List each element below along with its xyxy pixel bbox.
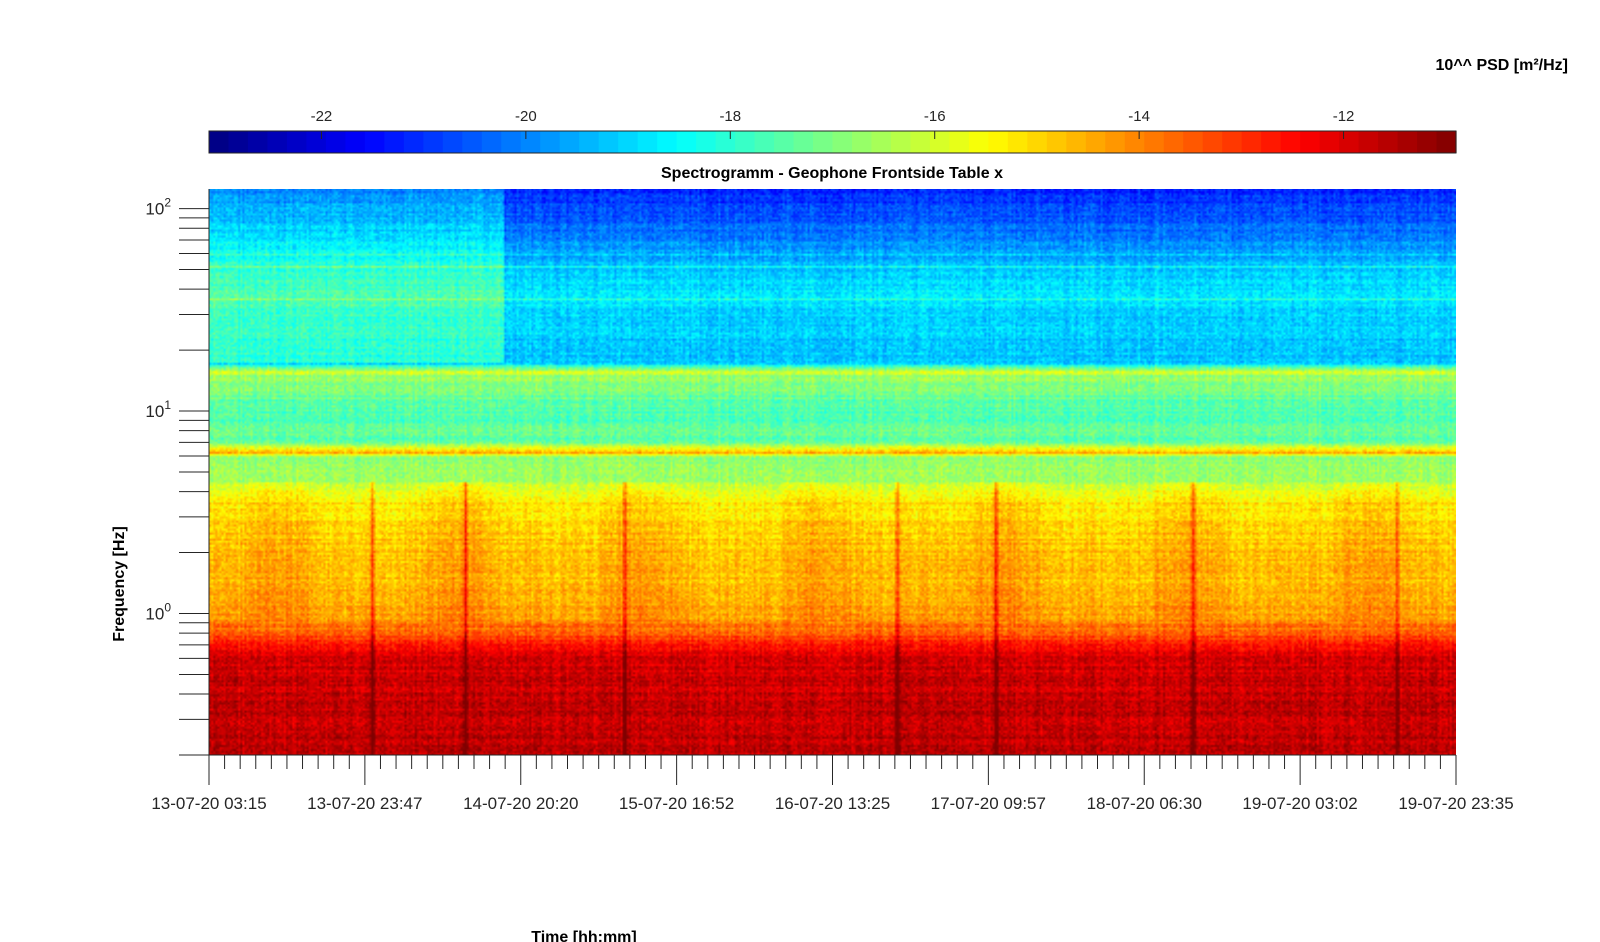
x-tick-label: 18-07-20 06:30: [1087, 794, 1202, 813]
colorbar-segment: [910, 131, 931, 153]
colorbar-segment: [832, 131, 853, 153]
colorbar-segment: [1085, 131, 1106, 153]
colorbar-ticks: -22 -20 -18 -16 -14 -12: [311, 108, 1355, 139]
colorbar-tick-label: -16: [924, 108, 946, 125]
colorbar-segment: [754, 131, 775, 153]
colorbar-segment: [871, 131, 892, 153]
colorbar-segment: [1183, 131, 1204, 153]
colorbar-tick-label: -12: [1333, 108, 1355, 125]
colorbar-segment: [423, 131, 444, 153]
colorbar-segment: [228, 131, 249, 153]
colorbar-segment: [1144, 131, 1165, 153]
chart-title: Spectrogramm - Geophone Frontside Table …: [661, 165, 1003, 182]
x-tick-label: 19-07-20 23:35: [1398, 794, 1513, 813]
colorbar-segment: [384, 131, 405, 153]
colorbar-segment: [637, 131, 658, 153]
colorbar-segment: [540, 131, 561, 153]
colorbar: [208, 130, 1457, 154]
colorbar-segment: [403, 131, 424, 153]
colorbar-segment: [1007, 131, 1028, 153]
x-tick-label: 16-07-20 13:25: [775, 794, 890, 813]
colorbar-segment: [735, 131, 756, 153]
colorbar-frame: [208, 130, 1457, 154]
x-tick-label: 14-07-20 20:20: [463, 794, 578, 813]
colorbar-segment: [598, 131, 619, 153]
colorbar-segment: [1397, 131, 1418, 153]
colorbar-segment: [267, 131, 288, 153]
colorbar-segment: [1417, 131, 1438, 153]
colorbar-segment: [481, 131, 502, 153]
colorbar-segment: [306, 131, 327, 153]
y-tick-label: 102: [145, 196, 171, 219]
colorbar-segment: [462, 131, 483, 153]
colorbar-segment: [501, 131, 522, 153]
heatmap: [209, 189, 1456, 755]
colorbar-segment: [1222, 131, 1243, 153]
colorbar-segment: [1261, 131, 1282, 153]
colorbar-segment: [774, 131, 795, 153]
y-tick-label: 101: [145, 398, 171, 421]
colorbar-segment: [1241, 131, 1262, 153]
colorbar-segment: [1046, 131, 1067, 153]
x-tick-label: 13-07-20 03:15: [151, 794, 266, 813]
colorbar-segment: [890, 131, 912, 153]
colorbar-segment: [715, 131, 736, 153]
colorbar-segment: [657, 131, 678, 153]
y-axis: 100 101 102: [145, 189, 210, 756]
colorbar-segment: [793, 131, 814, 153]
colorbar-segment: [1027, 131, 1048, 153]
colorbar-segment: [209, 131, 230, 153]
colorbar-tick-label: -22: [311, 108, 333, 125]
colorbar-segment: [851, 131, 873, 153]
colorbar-label: 10^^ PSD [m²/Hz]: [1436, 57, 1568, 74]
x-tick-label: 19-07-20 03:02: [1242, 794, 1357, 813]
colorbar-segment: [618, 131, 639, 153]
colorbar-segment: [1066, 131, 1087, 153]
colorbar-segment: [1378, 131, 1399, 153]
colorbar-segment: [1319, 131, 1340, 153]
x-tick-label: 17-07-20 09:57: [931, 794, 1046, 813]
x-axis-label: Time [hh:mm]: [531, 929, 636, 942]
colorbar-segment: [1436, 131, 1457, 153]
colorbar-segment: [988, 131, 1009, 153]
colorbar-segment: [1300, 131, 1321, 153]
colorbar-segment: [325, 131, 346, 153]
y-tick-label: 100: [145, 601, 171, 624]
colorbar-segment: [247, 131, 269, 153]
plot-area: [209, 189, 1456, 755]
colorbar-segment: [442, 131, 463, 153]
colorbar-segment: [1105, 131, 1126, 153]
colorbar-segment: [1124, 131, 1145, 153]
colorbar-segment: [579, 131, 600, 153]
x-axis: 13-07-20 03:15 13-07-20 23:47 14-07-20 20:…: [151, 754, 1514, 813]
colorbar-segment: [1163, 131, 1184, 153]
colorbar-segment: [968, 131, 989, 153]
colorbar-segment: [345, 131, 366, 153]
colorbar-segment: [696, 131, 717, 153]
colorbar-segment: [949, 131, 970, 153]
colorbar-segment: [676, 131, 697, 153]
colorbar-segment: [559, 131, 580, 153]
colorbar-tick-label: -14: [1128, 108, 1150, 125]
colorbar-segment: [520, 131, 541, 153]
colorbar-tick-label: -18: [719, 108, 741, 125]
colorbar-segment: [1339, 131, 1360, 153]
colorbar-segment: [813, 131, 834, 153]
colorbar-segment: [286, 131, 308, 153]
colorbar-segment: [929, 131, 951, 153]
colorbar-tick-label: -20: [515, 108, 537, 125]
y-axis-label: Frequency [Hz]: [111, 526, 128, 642]
colorbar-segment: [364, 131, 385, 153]
x-tick-label: 15-07-20 16:52: [619, 794, 734, 813]
x-tick-label: 13-07-20 23:47: [307, 794, 422, 813]
colorbar-segment: [1202, 131, 1223, 153]
colorbar-segment: [1358, 131, 1379, 153]
colorbar-segment: [1280, 131, 1301, 153]
